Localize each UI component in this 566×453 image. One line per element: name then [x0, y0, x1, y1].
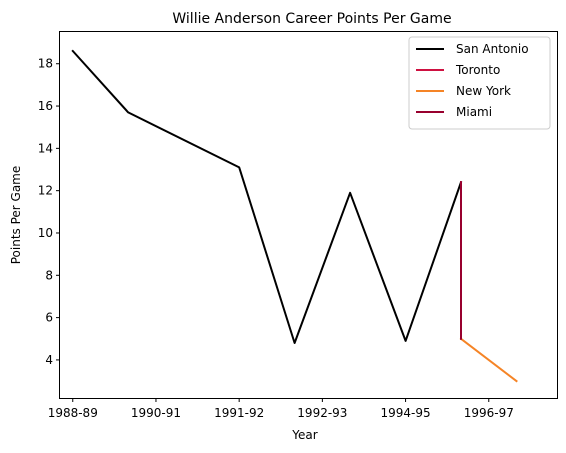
chart-title: Willie Anderson Career Points Per Game: [172, 11, 451, 27]
series-layer: [71, 49, 518, 383]
x-axis: 1988-89 1990-91 1991-92 1992-93 1994-95 1996-…: [48, 398, 514, 420]
x-tick-label: 1992-93: [297, 406, 347, 420]
y-tick-label: 6: [45, 311, 53, 325]
x-tick-label: 1991-92: [214, 406, 264, 420]
y-tick-label: 10: [38, 226, 53, 240]
y-tick-label: 14: [38, 141, 53, 155]
legend-label-0: San Antonio: [456, 42, 529, 56]
legend-label-3: Miami: [456, 105, 492, 119]
x-tick-label: 1990-91: [131, 406, 181, 420]
legend-label-1: Toronto: [455, 63, 500, 77]
y-axis: 4 6 8 10 12 14 16 18: [38, 57, 60, 367]
plot-area: [59, 31, 558, 399]
series-line-2: [459, 337, 518, 383]
legend-box: [408, 36, 551, 130]
y-tick-label: 4: [45, 353, 53, 367]
y-axis-title: Points Per Game: [9, 166, 23, 265]
x-tick-label: 1988-89: [48, 406, 98, 420]
x-tick-label: 1994-95: [381, 406, 431, 420]
legend-label-2: New York: [456, 84, 511, 98]
y-tick-label: 18: [38, 57, 53, 71]
x-tick-label: 1996-97: [464, 406, 514, 420]
x-axis-title: Year: [291, 428, 317, 442]
y-tick-label: 12: [38, 184, 53, 198]
series-line-0: [71, 49, 463, 344]
y-tick-label: 8: [45, 268, 53, 282]
legend: San Antonio Toronto New York Miami: [408, 36, 551, 130]
y-tick-label: 16: [38, 99, 53, 113]
